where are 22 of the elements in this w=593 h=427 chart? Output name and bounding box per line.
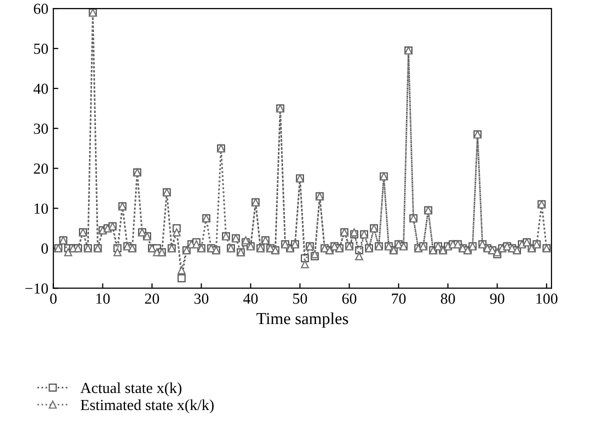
x-tick-label: 10 — [96, 294, 110, 304]
x-tick-label: 0 — [50, 294, 57, 304]
x-tick-label: 50 — [293, 294, 308, 304]
x-tick-label: 80 — [440, 294, 455, 304]
x-tick-label: 30 — [194, 294, 208, 304]
y-tick-label: 50 — [34, 44, 48, 54]
legend-label: Estimated state x(k/k) — [80, 399, 214, 414]
x-axis-title: Time samples — [256, 312, 348, 328]
y-tick-label: 0 — [41, 243, 48, 254]
y-tick-label: 30 — [34, 124, 48, 134]
x-tick-label: 40 — [243, 294, 258, 304]
y-tick-label: 60 — [34, 4, 48, 14]
x-tick-label: 60 — [342, 294, 356, 304]
y-tick-label: 10 — [34, 203, 48, 214]
x-tick-label: 20 — [145, 294, 160, 304]
x-tick-label: 70 — [392, 294, 406, 304]
y-tick-label: 40 — [34, 84, 48, 94]
y-tick-label: −10 — [25, 283, 48, 294]
legend-label: Actual state x(k) — [80, 382, 182, 396]
y-tick-label: 20 — [34, 164, 48, 174]
x-tick-label: 100 — [536, 294, 558, 304]
x-tick-label: 90 — [490, 294, 504, 304]
